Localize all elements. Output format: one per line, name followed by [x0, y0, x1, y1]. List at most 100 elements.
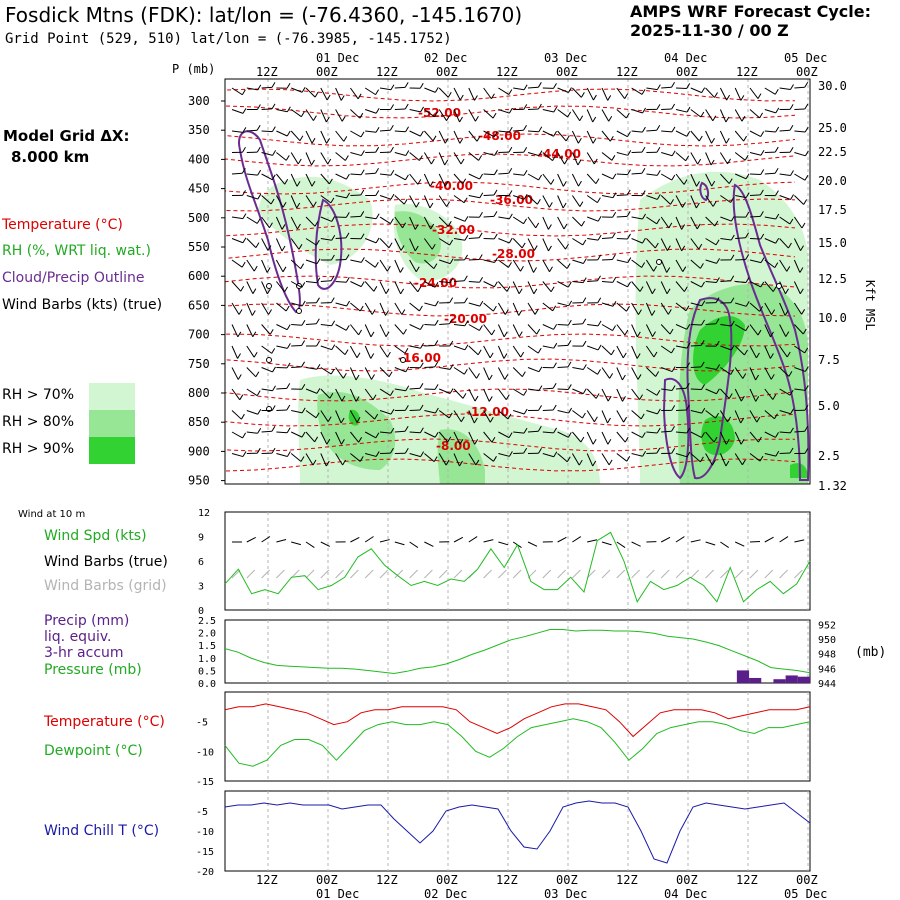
wind-barb — [513, 129, 524, 132]
wind-barb-flag — [479, 300, 484, 307]
wind-barb — [542, 216, 549, 230]
rh80-region — [317, 391, 396, 470]
wind-barb-flag — [314, 221, 319, 227]
wind-barb — [453, 216, 466, 222]
wind-barb-flag — [696, 223, 701, 230]
wind-barb — [734, 345, 745, 356]
wind-barb-flag — [627, 131, 631, 137]
pressure-ytick-label: 946 — [818, 664, 836, 675]
wind-barb-flag — [473, 417, 478, 424]
wind-barb-flag — [567, 340, 572, 346]
wind-barb-flag — [359, 456, 364, 462]
wind-barb — [246, 259, 255, 272]
wind-barb-grid — [764, 569, 774, 579]
wind-barb — [261, 430, 272, 433]
wind-barb-grid — [246, 569, 256, 579]
wind-barb-flag — [788, 371, 793, 377]
bottom-time-tick: 12Z — [616, 873, 638, 887]
wind-barb-flag — [271, 82, 276, 88]
wind-barb-flag — [449, 318, 453, 325]
wind-barb-true — [749, 540, 761, 543]
wind-barb — [483, 215, 495, 218]
wind-barb-flag — [612, 325, 616, 331]
wind-barb-flag — [489, 416, 494, 423]
wind-barb — [423, 216, 432, 230]
wind-barb — [261, 173, 273, 181]
wind-barb — [423, 152, 432, 165]
wind-barb-flag — [342, 459, 347, 466]
top-time-tick: 12Z — [376, 65, 398, 79]
wind-barb-flag — [271, 174, 276, 180]
temperature-contour — [224, 458, 796, 472]
wind-barb-flag — [300, 456, 305, 462]
wind-barb-flag — [641, 89, 646, 95]
wind-barb-flag — [521, 242, 526, 249]
cloud-point-marker — [266, 357, 272, 363]
wind-barb — [483, 324, 493, 336]
wind-barb-flag — [711, 138, 715, 144]
wind-barb-flag — [623, 416, 627, 423]
wind-barb — [290, 109, 302, 118]
wind-barb — [735, 237, 746, 239]
wind-barb-flag — [714, 220, 719, 227]
wind-barb-flag — [360, 281, 365, 287]
wind-barb-flag — [478, 254, 483, 260]
dewpoint-label: Dewpoint (°C) — [44, 743, 143, 759]
wind-barb — [719, 431, 727, 445]
wind-barb — [779, 195, 791, 200]
wind-barb-flag — [686, 362, 691, 368]
wind-barb — [660, 173, 673, 181]
wind-barb-flag — [701, 300, 706, 306]
wind-barb-flag — [581, 220, 585, 227]
wind-barb — [616, 453, 628, 462]
wind-barb — [645, 259, 655, 272]
wind-barb — [616, 431, 626, 443]
wind-barb-flag — [533, 245, 538, 251]
wind-barb — [246, 129, 258, 132]
wind-barb — [616, 367, 623, 381]
wind-barb-flag — [284, 286, 288, 293]
wind-barb-flag — [626, 189, 631, 196]
wind-barb-flag — [372, 394, 377, 400]
wind-barb-flag — [715, 318, 720, 325]
wind-barb — [439, 323, 450, 325]
wind-barb-flag — [301, 320, 306, 326]
wind-barb — [542, 173, 552, 185]
wind-barb — [557, 302, 569, 307]
wind-barb-flag — [715, 297, 720, 303]
wind-barb — [675, 302, 687, 312]
wind-barb-flag — [459, 460, 463, 467]
wind-barb — [719, 410, 728, 423]
wind-barb-grid — [498, 569, 507, 579]
bottom-date-label: 01 Dec — [316, 887, 359, 900]
wind-barb — [542, 259, 550, 272]
wind-barb-flag — [622, 352, 627, 359]
wind-barb-flag — [315, 318, 320, 325]
wind-barb — [749, 130, 761, 137]
wind-barb — [512, 302, 520, 316]
wind-barb — [557, 152, 565, 165]
temperature-ytick-label: -5 — [196, 718, 208, 729]
wind-barb — [764, 281, 774, 292]
wind-barb-flag — [775, 432, 779, 438]
wind-barb — [734, 173, 747, 180]
wind-barb-flag — [669, 328, 674, 335]
wind-barb — [572, 367, 584, 370]
wind-barb-flag — [785, 331, 790, 337]
wind-barb — [557, 431, 569, 438]
wind-barb — [675, 259, 684, 272]
wind-barb-flag — [241, 261, 246, 268]
wind-barb-true — [350, 536, 360, 543]
cross-section-frame — [224, 78, 811, 485]
wind-barb — [320, 367, 332, 375]
precip-ytick-label: 0.0 — [198, 679, 216, 690]
wind-barb-flag — [433, 456, 438, 462]
wind-barb-flag — [434, 384, 439, 390]
wind-barb — [394, 238, 402, 251]
wind-barb — [557, 281, 569, 288]
wind-barb-flag — [789, 104, 794, 110]
wind-barb-flag — [609, 373, 614, 379]
wind-barb-flag — [404, 447, 409, 454]
wind-barb-flag — [316, 388, 321, 394]
temperature-ytick-label: -10 — [196, 747, 214, 758]
